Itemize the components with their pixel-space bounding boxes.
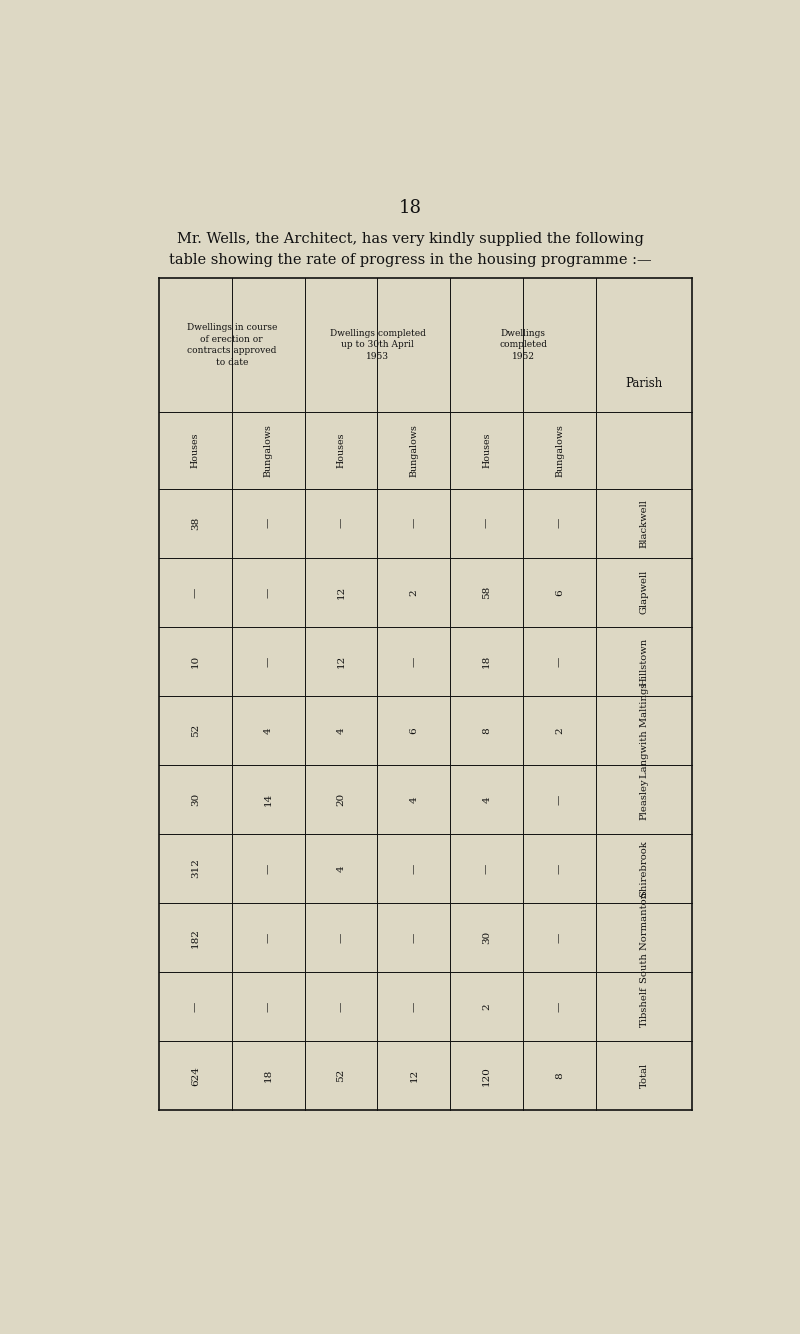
Text: —: — bbox=[264, 863, 273, 874]
Text: Tibshelf: Tibshelf bbox=[639, 986, 649, 1027]
Text: —: — bbox=[555, 518, 564, 528]
Text: Blackwell: Blackwell bbox=[639, 499, 649, 548]
Text: 312: 312 bbox=[191, 859, 200, 879]
Text: —: — bbox=[264, 587, 273, 598]
Text: —: — bbox=[191, 1002, 200, 1011]
Text: 18: 18 bbox=[482, 655, 491, 668]
Text: 12: 12 bbox=[337, 586, 346, 599]
Text: —: — bbox=[337, 1002, 346, 1011]
Text: 12: 12 bbox=[410, 1069, 418, 1082]
Text: —: — bbox=[410, 656, 418, 667]
Text: Dwellings completed
up to 30th April
1953: Dwellings completed up to 30th April 195… bbox=[330, 328, 426, 362]
Text: Total: Total bbox=[639, 1063, 649, 1089]
Text: Houses: Houses bbox=[191, 432, 200, 468]
Text: 52: 52 bbox=[191, 724, 200, 738]
Text: 182: 182 bbox=[191, 927, 200, 947]
Text: 30: 30 bbox=[482, 931, 491, 944]
Text: 12: 12 bbox=[337, 655, 346, 668]
Text: —: — bbox=[410, 1002, 418, 1011]
Text: —: — bbox=[410, 518, 418, 528]
Text: 18: 18 bbox=[264, 1069, 273, 1082]
Text: Mr. Wells, the Architect, has very kindly supplied the following: Mr. Wells, the Architect, has very kindl… bbox=[177, 232, 643, 245]
Text: 58: 58 bbox=[482, 586, 491, 599]
Text: —: — bbox=[337, 932, 346, 943]
Text: Houses: Houses bbox=[482, 432, 491, 468]
Text: 30: 30 bbox=[191, 792, 200, 806]
Text: 2: 2 bbox=[410, 590, 418, 596]
Text: —: — bbox=[482, 518, 491, 528]
Text: Pleasley: Pleasley bbox=[639, 779, 649, 820]
Text: Dwellings
completed
1952: Dwellings completed 1952 bbox=[499, 328, 547, 362]
Text: —: — bbox=[191, 587, 200, 598]
Text: 6: 6 bbox=[555, 590, 564, 596]
Text: 14: 14 bbox=[264, 792, 273, 806]
Text: Langwith Maltings: Langwith Maltings bbox=[639, 683, 649, 778]
Text: Bungalows: Bungalows bbox=[264, 424, 273, 476]
Text: —: — bbox=[410, 863, 418, 874]
Text: —: — bbox=[264, 518, 273, 528]
Text: 38: 38 bbox=[191, 516, 200, 530]
Text: —: — bbox=[264, 1002, 273, 1011]
Text: —: — bbox=[482, 863, 491, 874]
Text: Hillstown: Hillstown bbox=[639, 638, 649, 686]
Text: 8: 8 bbox=[482, 727, 491, 734]
Text: 624: 624 bbox=[191, 1066, 200, 1086]
Text: —: — bbox=[555, 1002, 564, 1011]
Text: 4: 4 bbox=[264, 727, 273, 734]
Text: Dwellings in course
of erection or
contracts approved
to date: Dwellings in course of erection or contr… bbox=[186, 323, 277, 367]
Text: 2: 2 bbox=[482, 1003, 491, 1010]
Text: 4: 4 bbox=[337, 866, 346, 872]
Text: Glapwell: Glapwell bbox=[639, 570, 649, 615]
Text: —: — bbox=[555, 863, 564, 874]
Text: 4: 4 bbox=[482, 796, 491, 803]
Text: —: — bbox=[264, 656, 273, 667]
Text: —: — bbox=[264, 932, 273, 943]
Text: Houses: Houses bbox=[337, 432, 346, 468]
Text: —: — bbox=[337, 518, 346, 528]
Text: Shirebrook: Shirebrook bbox=[639, 840, 649, 896]
Text: 20: 20 bbox=[337, 792, 346, 806]
Text: 4: 4 bbox=[410, 796, 418, 803]
Text: table showing the rate of progress in the housing programme :—: table showing the rate of progress in th… bbox=[169, 252, 651, 267]
Text: Bungalows: Bungalows bbox=[555, 424, 564, 476]
Text: Parish: Parish bbox=[626, 378, 662, 390]
Text: —: — bbox=[410, 932, 418, 943]
Text: 2: 2 bbox=[555, 727, 564, 734]
Text: 6: 6 bbox=[410, 727, 418, 734]
Text: 120: 120 bbox=[482, 1066, 491, 1086]
Text: —: — bbox=[555, 656, 564, 667]
Text: 8: 8 bbox=[555, 1073, 564, 1079]
Text: —: — bbox=[555, 794, 564, 804]
Text: 4: 4 bbox=[337, 727, 346, 734]
Text: Bungalows: Bungalows bbox=[410, 424, 418, 476]
Text: —: — bbox=[555, 932, 564, 943]
Text: South Normanton: South Normanton bbox=[639, 892, 649, 983]
Text: 52: 52 bbox=[337, 1069, 346, 1082]
Text: 18: 18 bbox=[398, 199, 422, 217]
Text: 10: 10 bbox=[191, 655, 200, 668]
